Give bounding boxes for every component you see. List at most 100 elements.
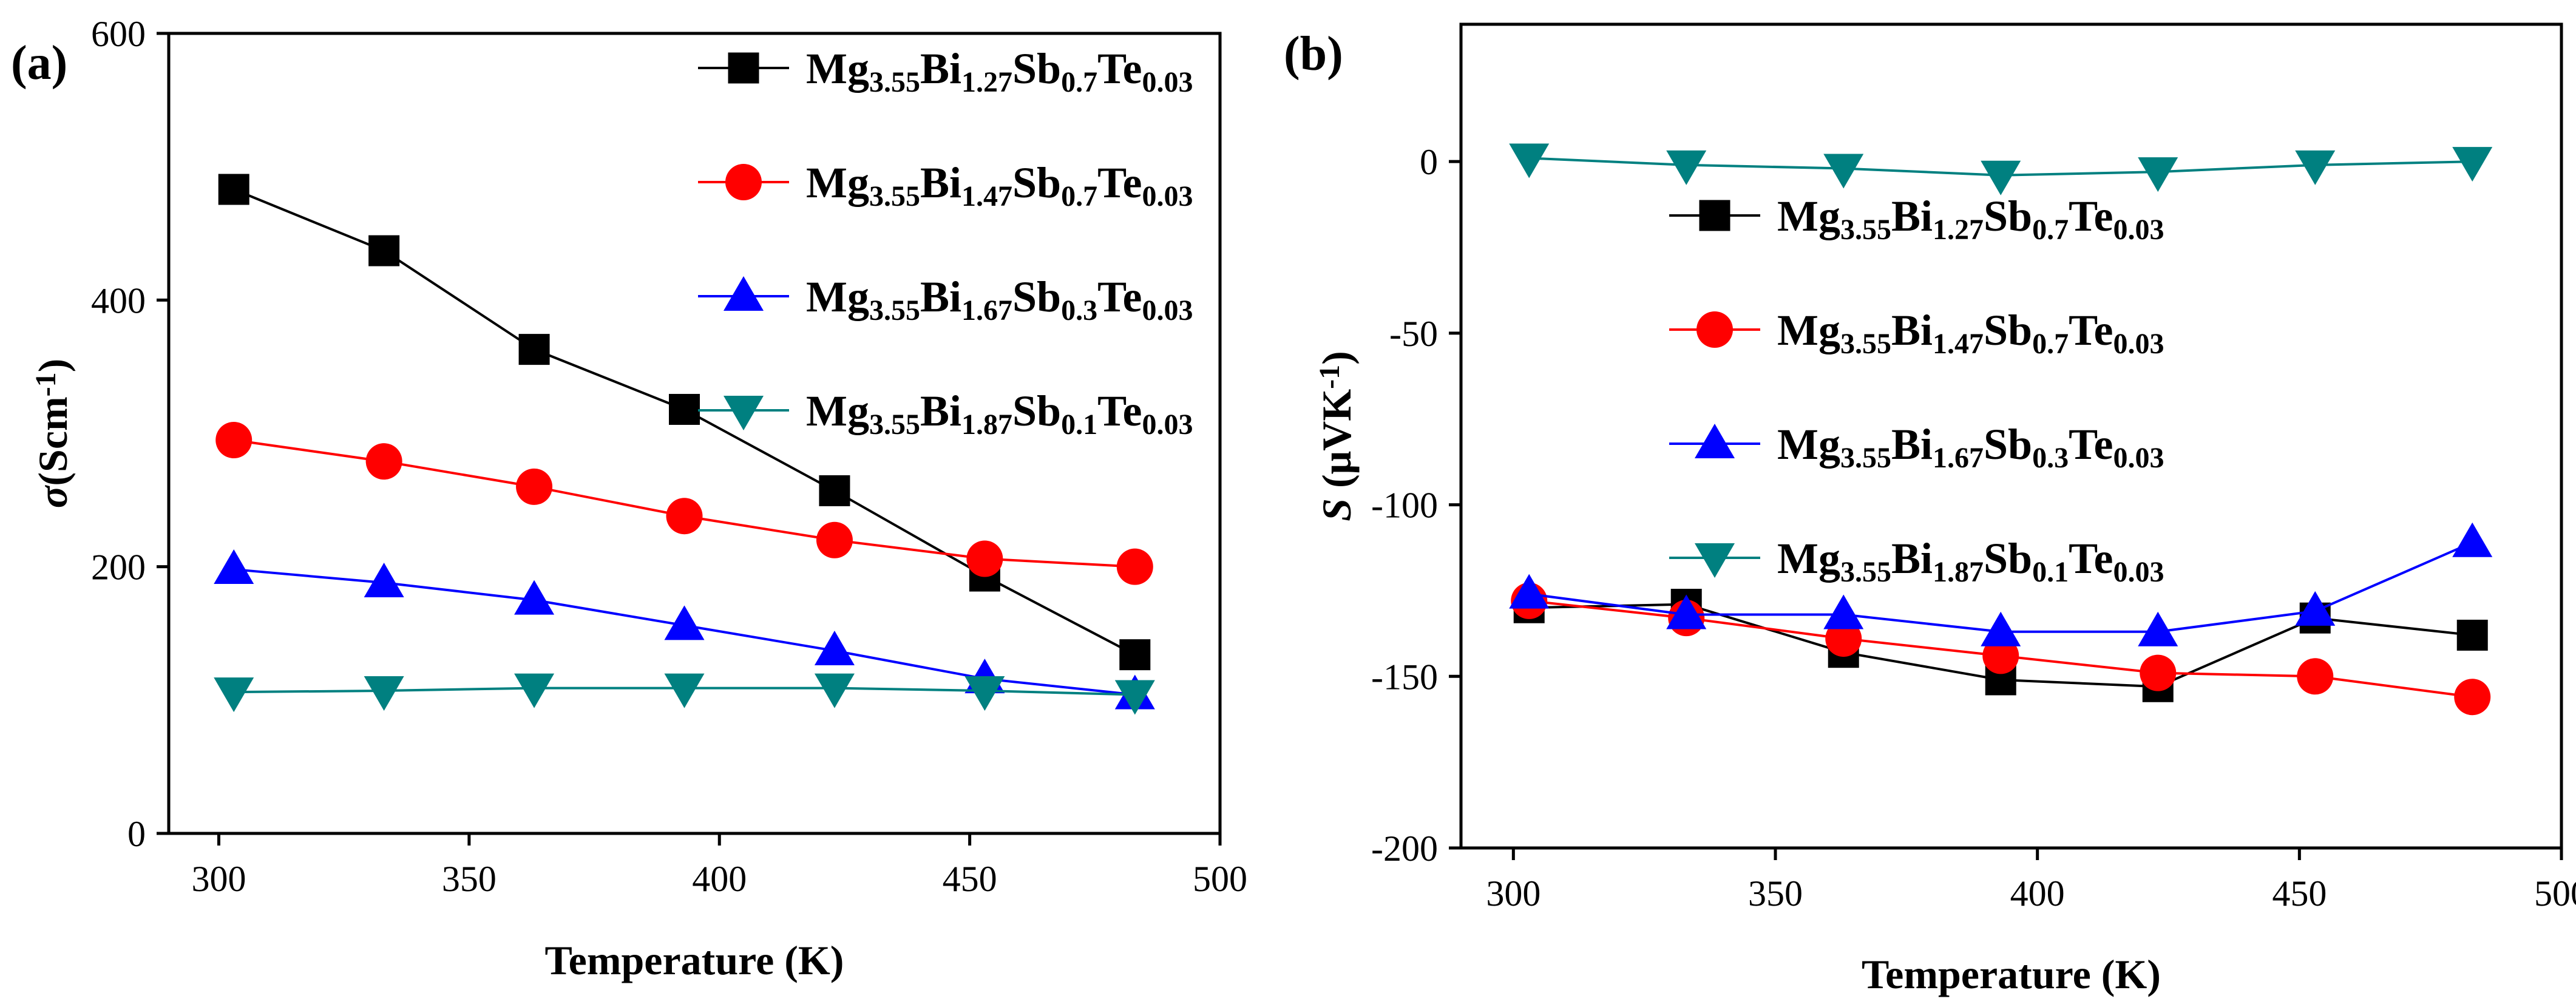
legend-entry-3: Mg3.55Bi1.87Sb0.1Te0.03 [1777,534,2164,588]
legend-text-part: 3.55 [869,180,920,212]
y-tick-label: -100 [1371,486,1438,526]
marker-square-legend-0 [1699,200,1730,231]
marker-triangle-down-3-3 [664,673,705,708]
legend-text-part: Sb [1012,44,1061,93]
legend-text-part: 1.47 [1933,328,1984,360]
marker-square-0-4 [819,475,850,506]
marker-triangle-down-3-5 [2295,150,2336,185]
x-tick-label: 450 [2272,873,2327,914]
y-tick-label: -50 [1389,314,1438,354]
legend-text-part: Te [1097,273,1142,321]
plot-frame [167,32,1222,835]
y-axis-symbol: σ [30,484,76,508]
legend-text-part: Sb [1984,306,2032,354]
marker-triangle-up-2-6 [2452,522,2493,557]
panel-b: 300 350 400 450 500 -200 -150 -100 -50 0 Temperatu… [1284,22,2576,997]
marker-circle-1-6 [2454,679,2491,716]
legend-text-part: Mg [1777,420,1840,469]
marker-circle-1-4 [2140,654,2177,691]
series-3 [1509,143,2493,195]
y-tick-label: 0 [1420,142,1438,182]
y-axis-title: σ(Scm-1) [30,359,76,509]
marker-triangle-up-2-4 [814,631,855,666]
series-1 [1511,582,2491,716]
marker-square-0-6 [2456,619,2488,651]
marker-triangle-up-2-4 [2138,611,2178,646]
legend-text-part: 0.7 [2032,214,2069,246]
legend: Mg3.55Bi1.27Sb0.7Te0.03Mg3.55Bi1.47Sb0.7… [1669,192,2164,588]
marker-triangle-down-3-2 [1823,154,1864,189]
legend-entry-1: Mg3.55Bi1.47Sb0.7Te0.03 [806,158,1193,212]
marker-triangle-up-legend-2 [724,276,764,311]
series-3 [214,673,1155,715]
legend-text-part: 0.03 [1142,66,1193,98]
legend-text-part: 0.7 [2032,328,2069,360]
y-tick-label: -150 [1371,657,1438,697]
marker-circle-1-2 [516,468,553,505]
x-tick-label: 450 [943,859,997,899]
legend-text-part: Sb [1012,387,1061,435]
marker-triangle-down-3-3 [1981,160,2021,195]
marker-square-legend-0 [728,52,759,84]
marker-triangle-up-2-0 [214,549,254,585]
legend-text-part: Sb [1984,534,2032,583]
legend-text-part: Bi [920,387,961,435]
legend-text-part: Te [1097,387,1142,435]
marker-triangle-down-3-0 [214,677,254,713]
marker-triangle-up-2-1 [364,563,404,598]
marker-circle-1-1 [365,443,402,480]
legend-text-part: Te [2069,420,2113,469]
legend-text-part: Mg [806,387,869,435]
legend-text-part: 0.1 [1061,409,1097,441]
marker-triangle-down-legend-3 [1695,543,1735,578]
marker-triangle-down-3-2 [514,673,555,708]
legend-entry-2: Mg3.55Bi1.67Sb0.3Te0.03 [806,273,1193,327]
marker-triangle-down-3-6 [2452,147,2493,182]
legend-entry-3: Mg3.55Bi1.87Sb0.1Te0.03 [806,387,1193,441]
legend-text-part: 0.7 [1061,180,1097,212]
marker-circle-legend-1 [725,164,762,200]
legend-text-part: 0.03 [2113,442,2164,474]
legend-text-part: Sb [1984,192,2032,240]
legend: Mg3.55Bi1.27Sb0.7Te0.03Mg3.55Bi1.47Sb0.7… [698,44,1193,441]
legend-text-part: 1.87 [961,409,1012,441]
y-tick-label: 600 [91,14,146,54]
legend-text-part: 3.55 [1840,442,1891,474]
marker-circle-1-3 [1982,637,2019,674]
marker-square-0-2 [518,334,550,365]
legend-text-part: 3.55 [869,66,920,98]
marker-circle-1-5 [2297,658,2334,695]
x-tick-label: 350 [1748,873,1803,914]
legend-text-part: 0.03 [1142,180,1193,212]
legend-text-part: Bi [1891,192,1933,240]
legend-text-part: 3.55 [1840,556,1891,588]
marker-triangle-down-3-0 [1509,143,1550,178]
x-tick-label: 350 [442,859,497,899]
legend-text-part: Mg [806,273,869,321]
marker-triangle-up-2-5 [2295,591,2336,626]
y-axis-unit-end: ) [1313,351,1360,365]
legend-text-part: 0.1 [2032,556,2069,588]
marker-square-0-0 [218,174,249,205]
x-tick-label: 300 [1486,873,1541,914]
marker-triangle-up-2-3 [664,605,705,640]
legend-entry-0: Mg3.55Bi1.27Sb0.7Te0.03 [1777,192,2164,246]
y-axis-title: S (μVK-1) [1313,351,1360,521]
x-tick-label: 500 [2534,873,2576,914]
legend-text-part: Sb [1984,420,2032,469]
legend-text-part: Te [2069,534,2113,583]
x-tick-label: 500 [1193,859,1247,899]
legend-text-part: 0.7 [1061,66,1097,98]
y-axis-symbol: S [1313,498,1360,521]
marker-triangle-down-3-6 [1114,680,1155,715]
legend-text-part: 0.03 [2113,556,2164,588]
y-axis-unit-sup: -1 [30,372,62,396]
marker-triangle-down-3-5 [964,676,1005,711]
legend-text-part: Bi [920,158,961,207]
marker-square-0-1 [368,235,400,266]
marker-triangle-down-3-4 [2138,157,2178,192]
legend-text-part: Mg [806,44,869,93]
legend-text-part: Mg [806,158,869,207]
legend-text-part: 3.55 [869,294,920,327]
